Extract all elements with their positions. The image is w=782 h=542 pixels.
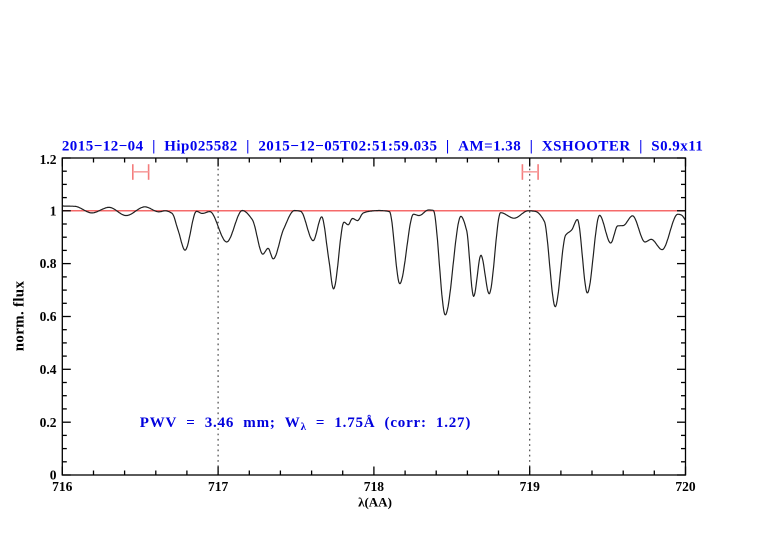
svg-text:1: 1 <box>50 203 57 218</box>
svg-text:0: 0 <box>50 468 57 483</box>
svg-text:1.2: 1.2 <box>40 152 57 167</box>
svg-text:2015−12−04 | Hip025582 | 2: 2015−12−04 | Hip025582 | 2015−12−05T02:5… <box>62 139 704 155</box>
svg-text:PWV = 3.46 mm; Wλ = 1.75: PWV = 3.46 mm; Wλ = 1.75Å (corr: 1.27) <box>140 415 471 433</box>
svg-text:719: 719 <box>520 479 541 494</box>
svg-text:717: 717 <box>208 479 229 494</box>
svg-text:0.2: 0.2 <box>40 415 57 430</box>
svg-text:λ(AA): λ(AA) <box>358 495 392 510</box>
svg-text:0.8: 0.8 <box>40 256 57 271</box>
svg-text:norm. flux: norm. flux <box>12 281 28 352</box>
svg-text:718: 718 <box>364 479 385 494</box>
svg-text:0.4: 0.4 <box>40 362 57 377</box>
svg-text:716: 716 <box>52 479 73 494</box>
svg-text:0.6: 0.6 <box>40 309 57 324</box>
svg-text:720: 720 <box>675 479 696 494</box>
